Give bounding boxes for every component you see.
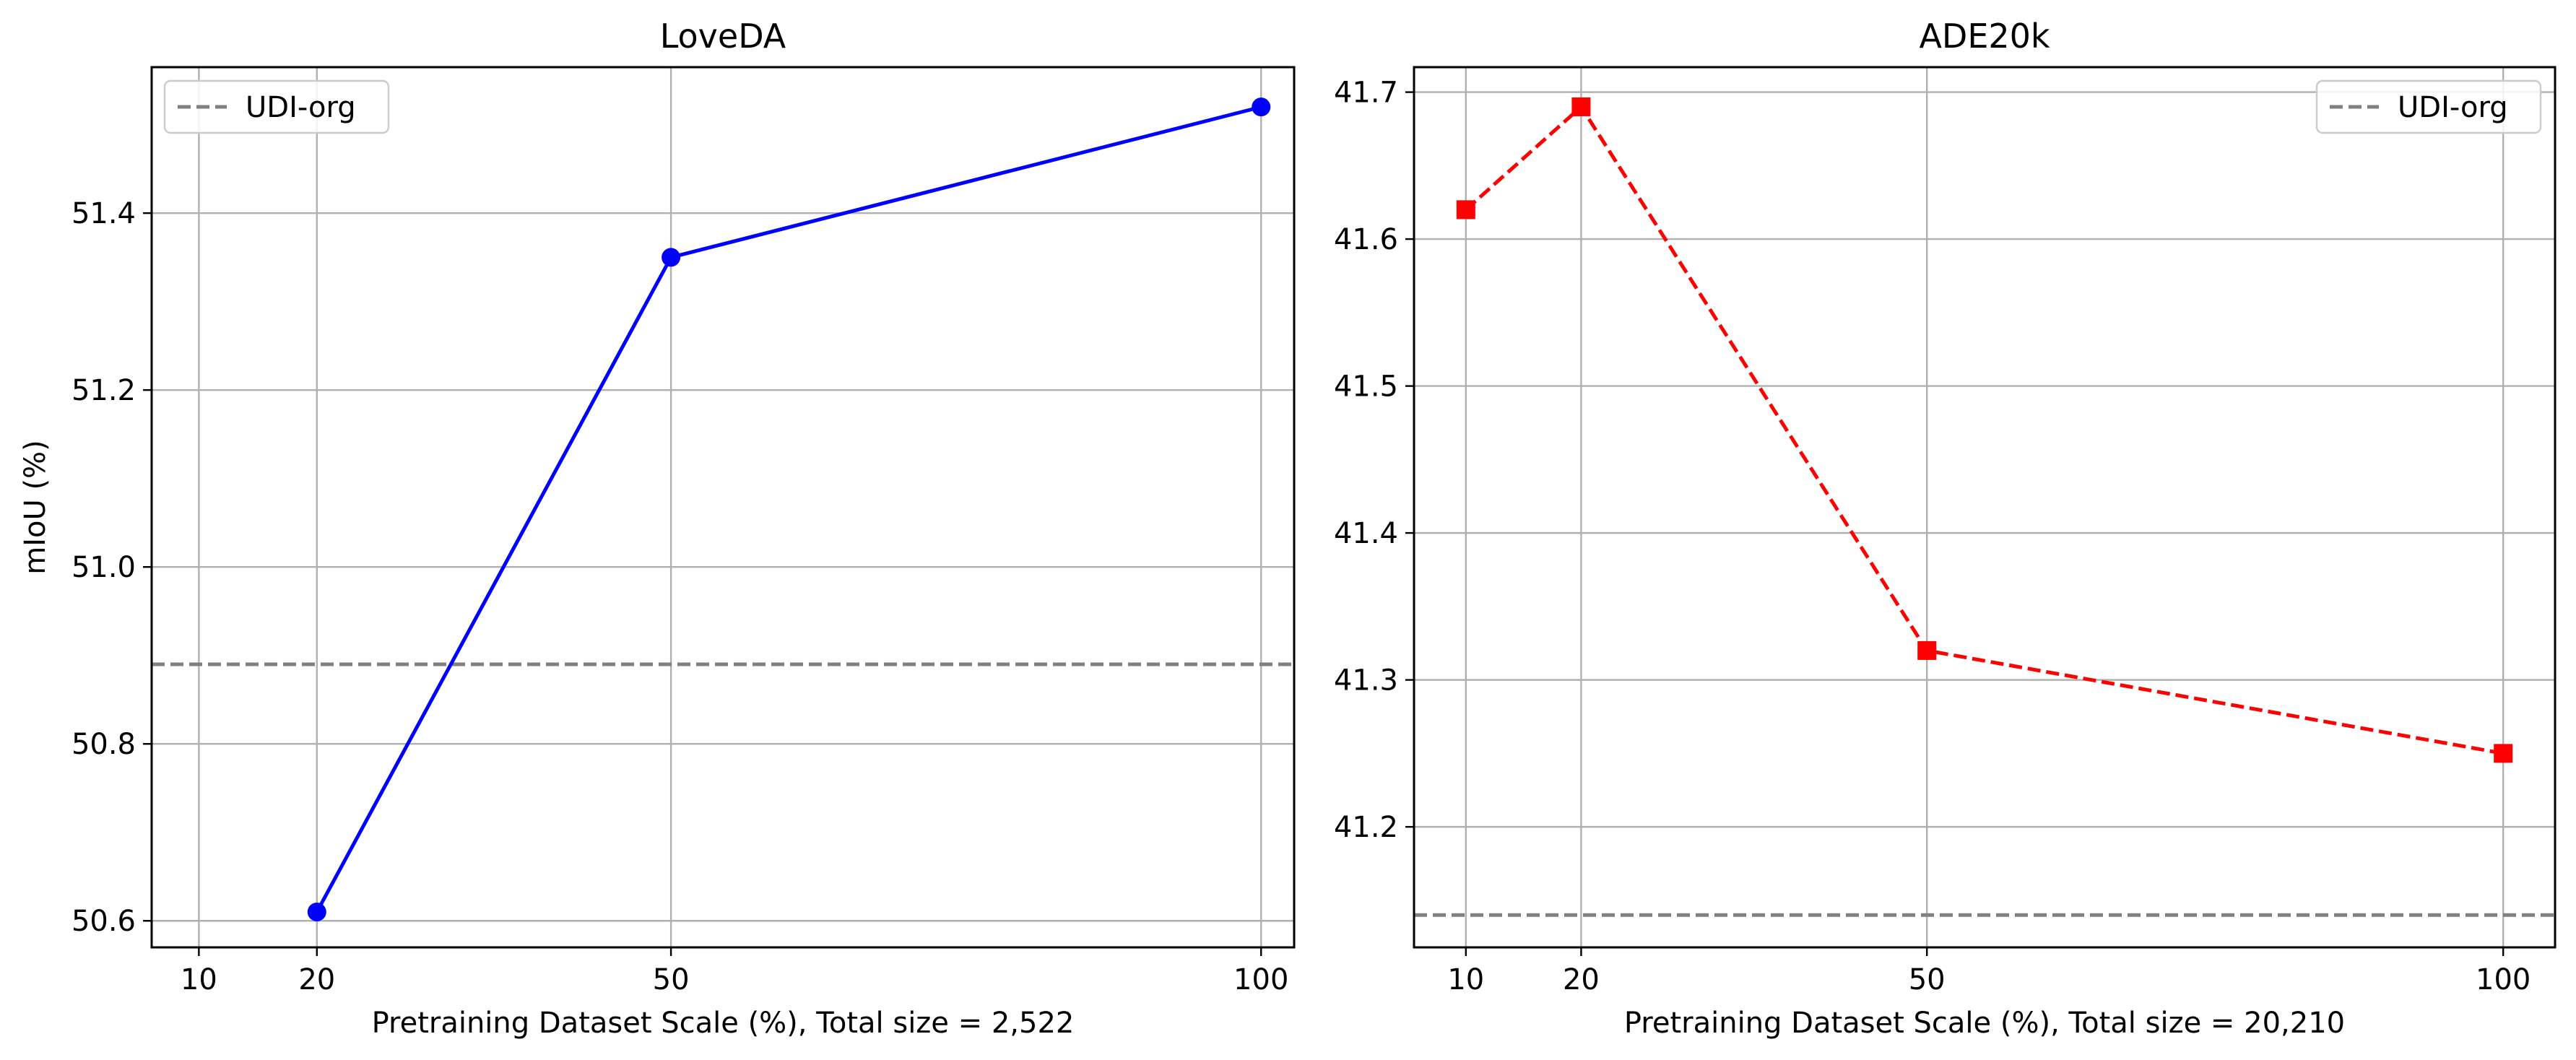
y-tick-label: 41.3 xyxy=(1334,664,1398,698)
chart-title: ADE20k xyxy=(1919,17,2050,56)
y-tick-label: 41.5 xyxy=(1334,370,1398,404)
chart-title: LoveDA xyxy=(660,17,786,56)
legend-label: UDI-org xyxy=(246,91,356,124)
x-tick-label: 100 xyxy=(1233,963,1288,996)
x-tick-label: 100 xyxy=(2476,963,2531,996)
x-tick-label: 10 xyxy=(181,963,217,996)
data-point xyxy=(1571,97,1591,116)
y-tick-label: 41.7 xyxy=(1334,77,1398,110)
chart-panel-2: 10 20 50 100 41.2 41.3 41.4 41.5 41.6 41.7 ADE20k P… xyxy=(1334,17,2557,1040)
legend: UDI-org xyxy=(2315,79,2542,134)
plot-frame xyxy=(150,66,1296,949)
x-axis-label: Pretraining Dataset Scale (%), Total siz… xyxy=(372,1007,1075,1040)
series-line xyxy=(315,105,1262,913)
data-point xyxy=(1917,640,1937,660)
y-tick-label: 51.0 xyxy=(71,551,136,584)
data-point xyxy=(2494,744,2513,763)
y-axis-label: mIoU (%) xyxy=(19,440,52,574)
data-point xyxy=(1252,97,1271,117)
data-point xyxy=(662,248,681,267)
series-line xyxy=(1465,104,2504,755)
data-point xyxy=(307,902,326,921)
x-tick-label: 20 xyxy=(1563,963,1600,996)
x-tick-label: 50 xyxy=(1909,963,1946,996)
legend: UDI-org xyxy=(163,79,390,134)
legend-box xyxy=(163,79,390,134)
plot-frame xyxy=(1413,66,2557,949)
x-tick-label: 50 xyxy=(653,963,690,996)
y-tick-label: 51.2 xyxy=(71,374,136,407)
chart-panel-1: 10 20 50 100 50.6 50.8 51.0 51.2 51.4 LoveDA Pretr… xyxy=(19,17,1296,1040)
legend-label: UDI-org xyxy=(2398,91,2508,124)
data-point xyxy=(1456,200,1475,220)
y-tick-label: 41.4 xyxy=(1334,517,1398,550)
x-axis-label: Pretraining Dataset Scale (%), Total siz… xyxy=(1624,1007,2345,1040)
y-tick-label: 50.6 xyxy=(71,905,136,938)
x-tick-label: 20 xyxy=(298,963,335,996)
legend-box xyxy=(2315,79,2542,134)
x-tick-label: 10 xyxy=(1447,963,1484,996)
y-tick-label: 51.4 xyxy=(71,197,136,230)
y-tick-label: 41.6 xyxy=(1334,223,1398,256)
y-tick-label: 41.2 xyxy=(1334,811,1398,844)
y-tick-label: 50.8 xyxy=(71,728,136,761)
